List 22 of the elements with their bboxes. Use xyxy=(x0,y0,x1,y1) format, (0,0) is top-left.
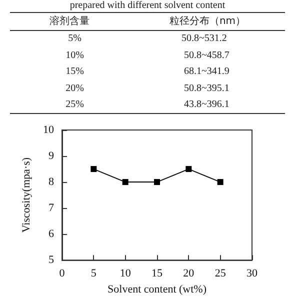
text: 5% 50.8~531.2 xyxy=(68,33,227,44)
text: 溶剂含量 粒径分布（nm） xyxy=(49,16,246,28)
x-axis-title: Solvent content (wt%) xyxy=(108,284,207,296)
text: 25% 43.8~396.1 xyxy=(66,99,230,110)
y-tick-label: 9 xyxy=(48,150,54,162)
x-tick-label: 0 xyxy=(59,268,66,280)
y-tick-label: 6 xyxy=(48,228,54,240)
x-tick-label: 25 xyxy=(214,268,226,280)
x-tick-label: 5 xyxy=(90,268,97,280)
y-tick-label: 5 xyxy=(48,254,54,266)
text: 15% 68.1~341.9 xyxy=(66,66,230,78)
y-tick-label: 7 xyxy=(48,202,54,214)
x-tick-label: 10 xyxy=(120,268,132,280)
y-axis-title: Viscosity(mpa·s) xyxy=(20,157,33,233)
x-tick-label: 30 xyxy=(246,268,258,280)
text: 20% 50.8~395.1 xyxy=(66,82,230,94)
x-tick-label: 20 xyxy=(183,268,195,280)
text: prepared with different solvent content xyxy=(68,0,226,12)
y-tick-label: 10 xyxy=(43,124,54,136)
x-tick-label: 15 xyxy=(152,268,163,280)
y-tick-label: 8 xyxy=(48,176,54,188)
text: 10% 50.8~458.7 xyxy=(66,50,230,61)
